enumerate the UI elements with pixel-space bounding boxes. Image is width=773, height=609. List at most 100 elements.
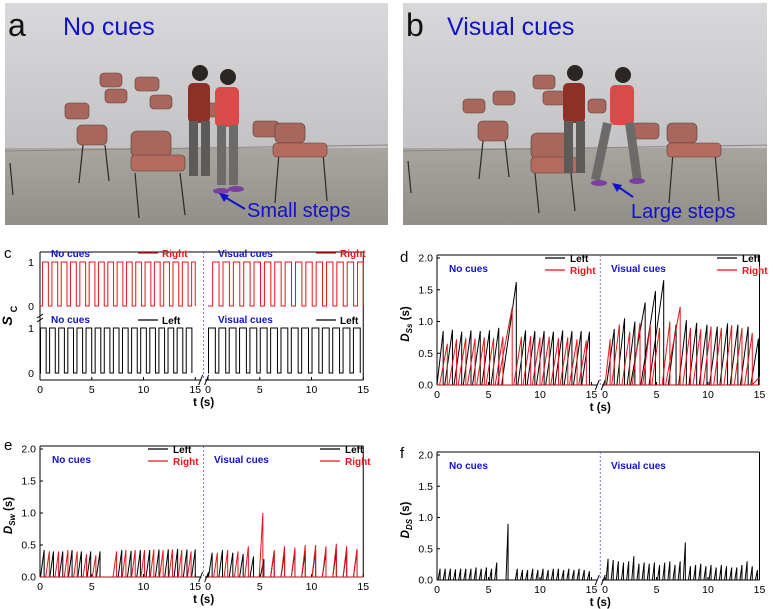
y-tick-label: 0.5: [21, 540, 36, 552]
x-tick-label: 15: [586, 389, 598, 401]
x-tick-label: 0: [602, 389, 608, 401]
series-ds-visual-cues-peak: [636, 563, 640, 581]
legend-label-right: Right: [345, 457, 371, 468]
panel-letter: e: [4, 437, 12, 454]
series-left-visual-cues-peak: [750, 338, 759, 386]
x-tick-label: 15: [754, 584, 766, 596]
photo-title-no-cues: No cues: [63, 13, 155, 41]
series-ds-visual-cues-peak: [718, 564, 722, 581]
x-tick-label: 10: [702, 389, 714, 401]
series-right-visual-cues-peak: [258, 512, 264, 578]
series-ds-no-cues-peak: [514, 568, 518, 581]
series-left-visual-cues-peak: [249, 556, 255, 578]
photo-title-visual-cues: Visual cues: [447, 13, 575, 41]
series-left-visual-cues-peak: [208, 552, 213, 578]
series-ds-no-cues-peak: [437, 568, 441, 581]
x-tick-label: 5: [486, 584, 492, 596]
series-right-visual-cues-peak: [665, 306, 681, 386]
legend-label-right: Right: [340, 249, 366, 260]
title-no-cues: No cues: [52, 455, 91, 466]
series-left-no-cues-peak: [444, 329, 453, 386]
series-left-no-cues-peak: [182, 549, 188, 578]
x-axis-label: t (s): [193, 594, 214, 606]
x-tick-label: 0: [205, 581, 211, 593]
x-tick-label: 5: [654, 584, 660, 596]
series-ds-visual-cues-peak: [626, 561, 630, 581]
y-tick-label: 2.0: [418, 253, 433, 265]
axis-break-mark: [204, 374, 210, 386]
series-right-visual-cues-peak: [651, 327, 661, 386]
panel-letter: f: [400, 445, 405, 462]
series-left-no-cues-peak: [481, 330, 491, 386]
series-right-no-cues-peak: [522, 336, 532, 386]
series-ds-visual-cues-peak: [610, 559, 614, 581]
series-ds-visual-cues-peak: [631, 556, 635, 581]
series-right-no-cues-peak: [476, 337, 485, 386]
series-ds-visual-cues-peak: [734, 567, 738, 581]
series-right-no-cues-peak: [73, 551, 78, 578]
series-left-no-cues: [40, 327, 193, 374]
series-right-no-cues-peak: [131, 550, 136, 578]
y-axis-label-sub: Ss: [405, 323, 414, 333]
series-left-visual-cues-peak: [228, 552, 234, 578]
y-axis-label-main: D: [3, 526, 15, 534]
series-right-no-cues-peak: [568, 339, 578, 386]
series-right-no-cues-peak: [186, 551, 192, 578]
title-visual-cues: Visual cues: [218, 315, 273, 326]
y-axis-label-text: DSw (s): [3, 497, 17, 534]
y-axis-label-unit: (s): [3, 497, 15, 514]
title-visual-cues: Visual cues: [611, 264, 666, 275]
y-axis-label-text: DDS (s): [400, 501, 414, 538]
x-tick-label: 15: [189, 384, 201, 396]
x-tick-label: 5: [89, 581, 95, 593]
x-tick-label: 15: [586, 584, 598, 596]
series-ds-visual-cues-peak: [749, 566, 753, 581]
series-ds-no-cues-peak: [576, 568, 580, 581]
x-tick-label: 10: [306, 581, 318, 593]
scene-visual-cues: [403, 3, 767, 225]
series-right-no-cues-peak: [63, 550, 69, 578]
series-ds-no-cues-peak: [586, 571, 590, 581]
series-right-visual-cues-peak: [233, 551, 239, 578]
series-left-no-cues-peak: [173, 548, 179, 578]
small-steps-arrow: [219, 193, 246, 210]
x-tick-label: 5: [89, 384, 95, 396]
y-axis-label-unit: (s): [400, 306, 412, 323]
series-right-visual-cues-peak: [301, 544, 306, 578]
x-tick-label: 10: [306, 384, 318, 396]
x-axis-label: t (s): [590, 402, 611, 414]
series-ds-no-cues-peak: [483, 567, 487, 581]
photo-visual-cues: b Visual cues Large steps: [403, 3, 767, 225]
series-right-visual-cues-peak: [733, 327, 743, 386]
series-ds-no-cues-peak: [473, 567, 477, 581]
series-right-visual-cues-peak: [692, 329, 702, 386]
series-right-no-cues-peak: [91, 555, 97, 578]
series-right-no-cues-peak: [513, 336, 522, 386]
y-axis-label: DSs (s): [400, 306, 414, 342]
small-steps-label: Small steps: [247, 200, 351, 222]
series-ds-visual-cues-peak: [744, 561, 748, 581]
series-left-visual-cues-peak: [259, 558, 265, 578]
series-right-visual-cues-peak: [751, 376, 760, 386]
y-axis-label-main: D: [400, 333, 412, 341]
x-tick-label: 5: [257, 581, 263, 593]
legend-label-left: Left: [742, 254, 761, 265]
panel-letter: d: [400, 249, 408, 266]
x-tick-label: 15: [357, 581, 369, 593]
series-ds-visual-cues-peak: [615, 561, 619, 581]
series-left-visual-cues-peak: [719, 323, 729, 386]
photo-letter-a: a: [8, 7, 26, 43]
series-ds-visual-cues-peak: [641, 562, 645, 581]
series-ds-no-cues-peak: [535, 569, 539, 581]
x-tick-label: 0: [37, 581, 43, 593]
x-tick-label: 5: [654, 389, 660, 401]
y-tick-label: 0.5: [418, 543, 433, 555]
series-ds-no-cues-peak: [505, 523, 509, 581]
series-left-visual-cues-peak: [698, 324, 708, 386]
series-right-visual-cues-peak: [611, 324, 620, 386]
series-right-visual-cues-peak: [270, 550, 275, 578]
series-ds-visual-cues-peak: [723, 566, 728, 581]
series-ds-visual-cues-peak: [672, 564, 676, 581]
series-right-no-cues-peak: [494, 336, 504, 386]
y-tick-label: 1.0: [418, 512, 433, 524]
